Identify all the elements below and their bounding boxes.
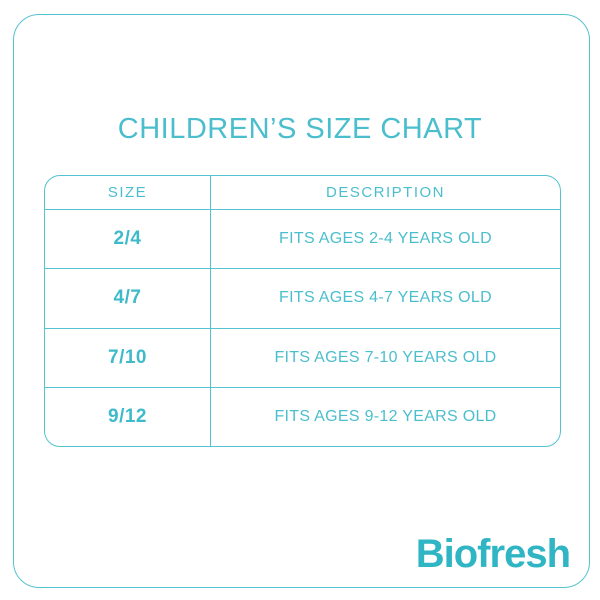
table-header-size: SIZE	[107, 184, 148, 201]
page-title: CHILDREN’S SIZE CHART	[117, 113, 483, 145]
table-header-description: DESCRIPTION	[210, 176, 560, 209]
description-cell: FITS AGES 7-10 YEARS OLD	[210, 327, 560, 387]
description-cell: FITS AGES 2-4 YEARS OLD	[210, 209, 560, 269]
size-cell: 9/12	[45, 386, 210, 446]
size-cell: 7/10	[45, 327, 210, 387]
brand-logo: Biofresh	[415, 532, 571, 576]
description-cell: FITS AGES 4-7 YEARS OLD	[210, 268, 560, 328]
size-cell: 2/4	[45, 209, 210, 268]
size-cell: 4/7	[45, 268, 210, 327]
size-table: SIZE DESCRIPTION 2/4 FITS AGES 2-4 YEARS…	[44, 175, 561, 447]
card-border	[13, 14, 590, 588]
description-cell: FITS AGES 9-12 YEARS OLD	[210, 386, 560, 446]
